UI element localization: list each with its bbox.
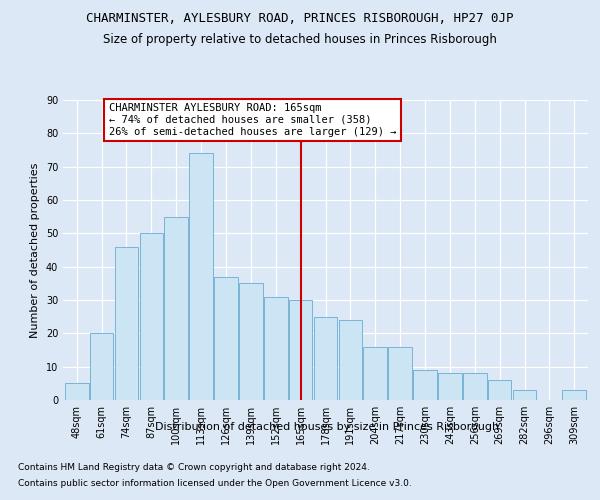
Bar — [189, 154, 213, 400]
Bar — [364, 346, 387, 400]
Text: Distribution of detached houses by size in Princes Risborough: Distribution of detached houses by size … — [155, 422, 499, 432]
Bar — [338, 320, 362, 400]
Bar — [289, 300, 313, 400]
Text: CHARMINSTER, AYLESBURY ROAD, PRINCES RISBOROUGH, HP27 0JP: CHARMINSTER, AYLESBURY ROAD, PRINCES RIS… — [86, 12, 514, 26]
Bar — [413, 370, 437, 400]
Y-axis label: Number of detached properties: Number of detached properties — [30, 162, 40, 338]
Bar — [488, 380, 511, 400]
Bar — [65, 384, 89, 400]
Bar — [463, 374, 487, 400]
Text: Size of property relative to detached houses in Princes Risborough: Size of property relative to detached ho… — [103, 32, 497, 46]
Bar — [239, 284, 263, 400]
Bar — [513, 390, 536, 400]
Bar — [562, 390, 586, 400]
Bar — [314, 316, 337, 400]
Bar — [90, 334, 113, 400]
Bar — [164, 216, 188, 400]
Bar — [115, 246, 138, 400]
Bar — [214, 276, 238, 400]
Bar — [140, 234, 163, 400]
Bar — [388, 346, 412, 400]
Text: CHARMINSTER AYLESBURY ROAD: 165sqm
← 74% of detached houses are smaller (358)
26: CHARMINSTER AYLESBURY ROAD: 165sqm ← 74%… — [109, 104, 397, 136]
Bar — [438, 374, 462, 400]
Text: Contains public sector information licensed under the Open Government Licence v3: Contains public sector information licen… — [18, 478, 412, 488]
Bar — [264, 296, 287, 400]
Text: Contains HM Land Registry data © Crown copyright and database right 2024.: Contains HM Land Registry data © Crown c… — [18, 464, 370, 472]
